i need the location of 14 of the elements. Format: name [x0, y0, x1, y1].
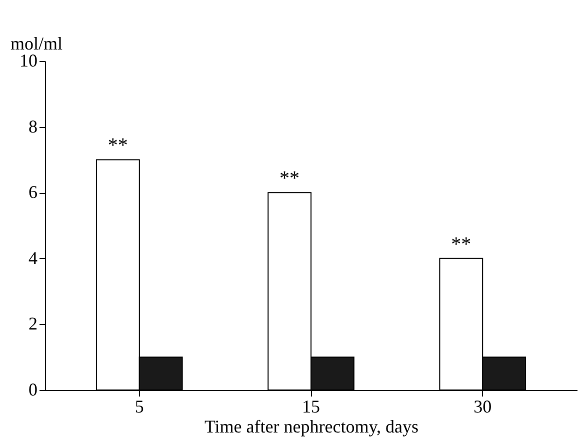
x-tick-label: 15 [302, 396, 320, 416]
y-tick-label: 6 [28, 182, 38, 202]
y-tick-label: 2 [28, 314, 38, 334]
annotation: ** [108, 134, 128, 157]
y-tick-label: 0 [28, 380, 38, 400]
y-axis-title: mol/ml [10, 34, 63, 54]
y-tick-label: 4 [28, 248, 38, 268]
x-tick-label: 30 [474, 396, 492, 416]
y-tick-label: 8 [28, 116, 38, 136]
annotation: ** [280, 168, 300, 190]
y-tick-label: 10 [20, 50, 38, 70]
x-axis-title: Time after nephrectomy, days [204, 416, 419, 436]
x-tick-label: 5 [134, 396, 144, 416]
annotation: ** [451, 233, 472, 256]
